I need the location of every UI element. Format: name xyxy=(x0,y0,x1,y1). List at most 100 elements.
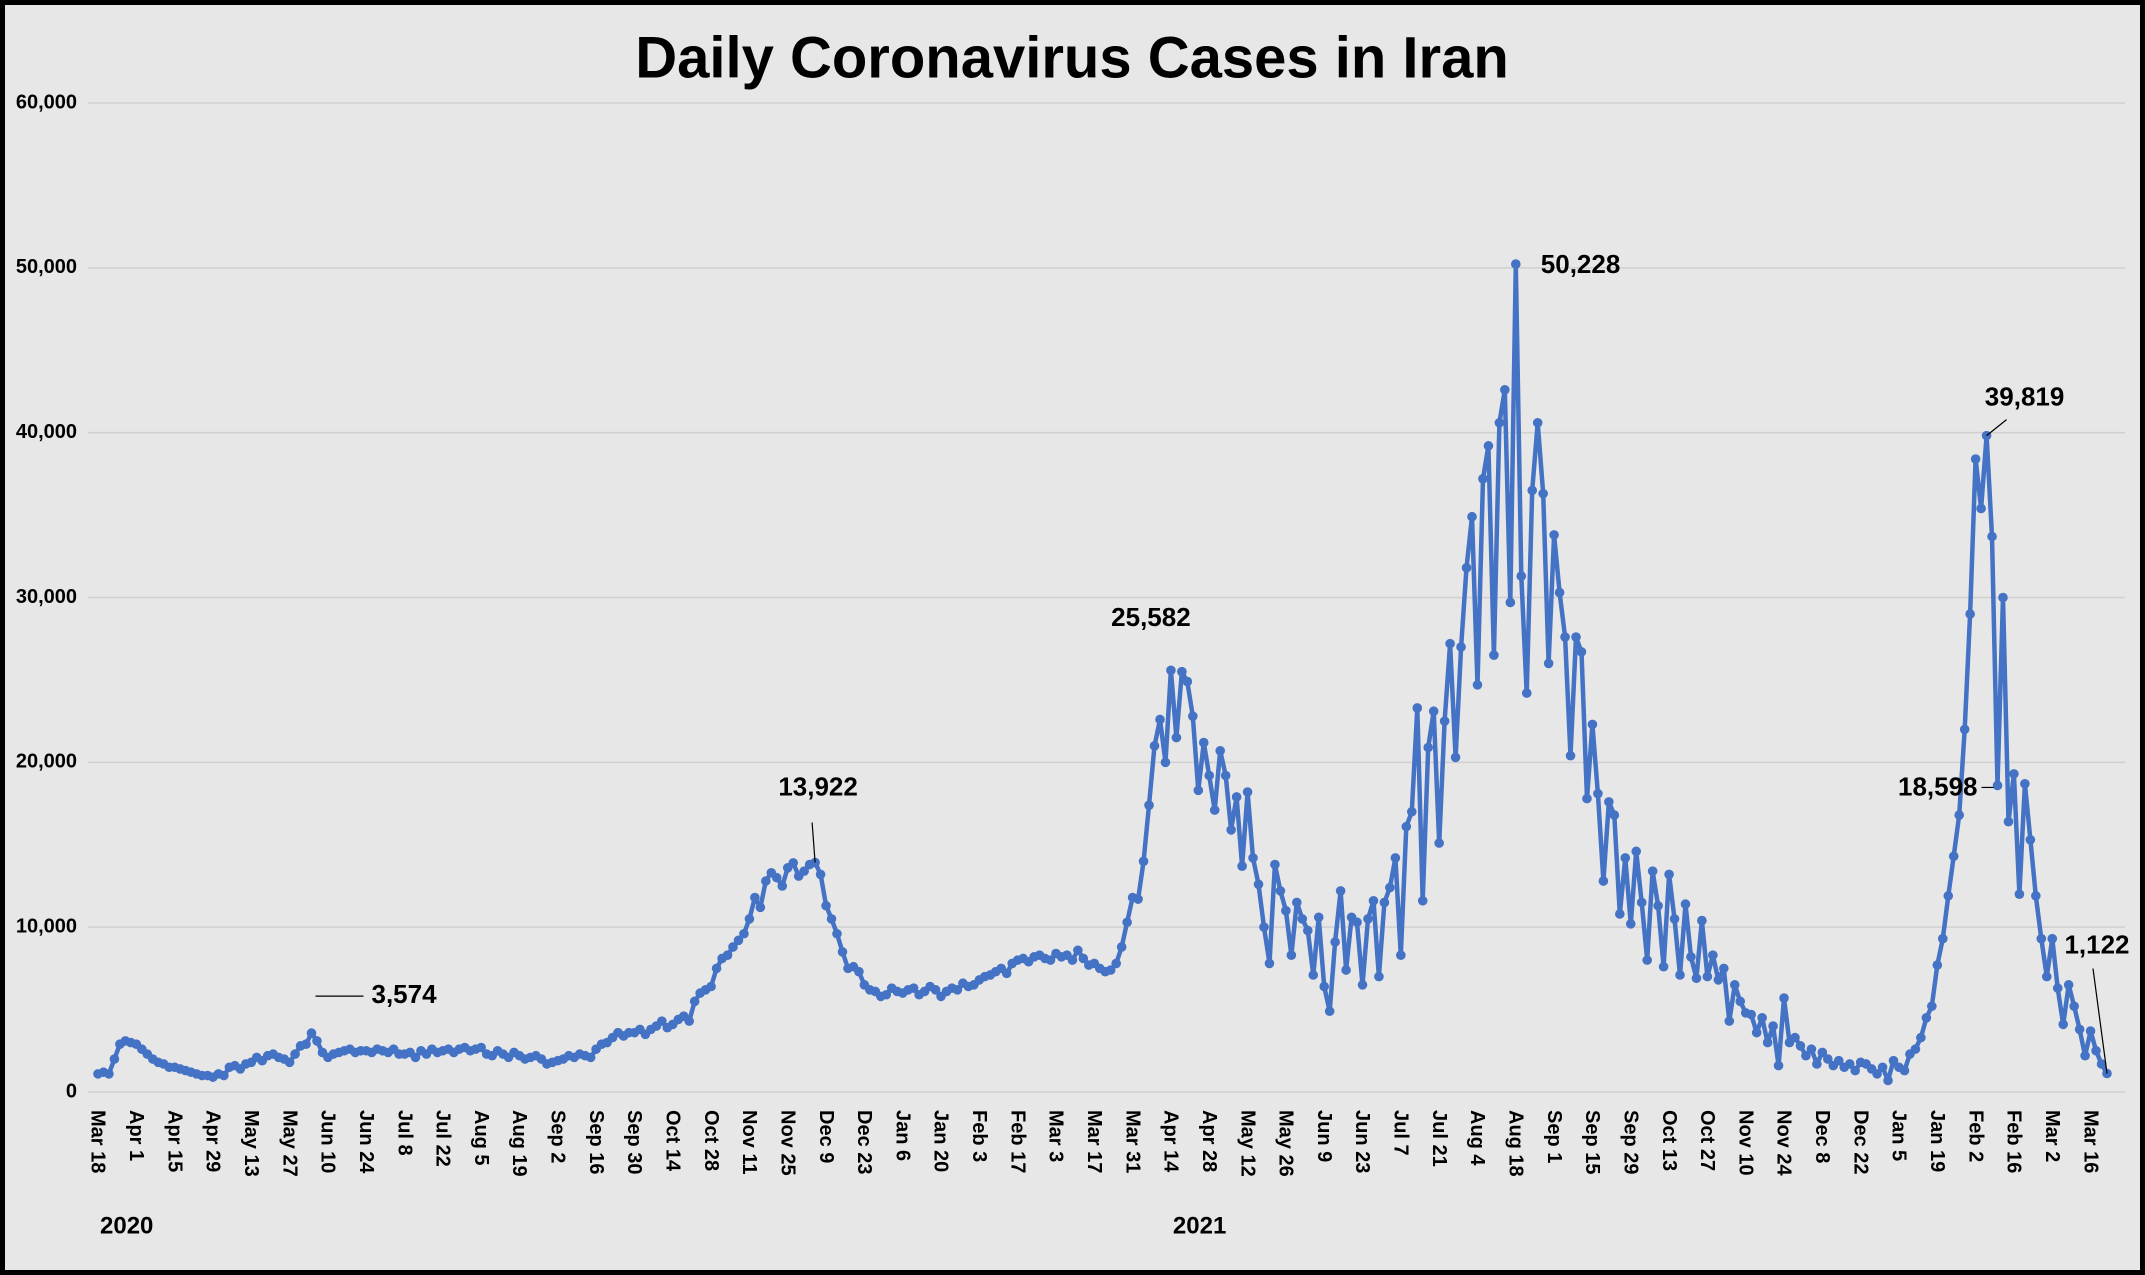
data-point xyxy=(1565,750,1576,761)
data-point xyxy=(1188,711,1198,721)
data-point xyxy=(1171,732,1182,743)
x-tick-label: Feb 2 xyxy=(1964,1110,1986,1162)
x-tick-label: Nov 25 xyxy=(776,1110,798,1176)
data-point xyxy=(1746,1009,1756,1020)
data-point xyxy=(290,1049,300,1059)
data-point xyxy=(750,892,760,903)
data-point xyxy=(1461,563,1472,573)
data-point xyxy=(1275,886,1286,896)
data-point xyxy=(1478,474,1488,484)
x-tick-label: Nov 11 xyxy=(738,1110,760,1174)
data-point xyxy=(777,881,788,891)
x-tick-label: Oct 27 xyxy=(1696,1110,1718,1171)
data-point xyxy=(1790,1032,1800,1043)
data-point xyxy=(1806,1044,1817,1054)
data-point xyxy=(1751,1027,1762,1038)
x-tick-label: Sep 29 xyxy=(1619,1110,1641,1174)
data-point xyxy=(1412,703,1423,713)
data-point xyxy=(1445,638,1455,649)
data-point xyxy=(1998,592,2008,603)
x-tick-label: Jun 10 xyxy=(317,1110,339,1173)
data-point xyxy=(1286,950,1297,960)
year-label: 2021 xyxy=(1173,1212,1226,1239)
data-label: 39,819 xyxy=(1985,382,2065,412)
data-point xyxy=(1324,1006,1335,1017)
data-point xyxy=(1401,821,1412,832)
data-point xyxy=(1352,917,1362,928)
data-point xyxy=(1615,909,1625,919)
x-tick-label: Mar 3 xyxy=(1045,1110,1067,1162)
data-point xyxy=(1182,676,1193,687)
data-point xyxy=(1116,942,1127,952)
data-point xyxy=(689,996,700,1007)
data-point xyxy=(1812,1059,1822,1069)
data-point xyxy=(1702,971,1713,982)
data-point xyxy=(1155,714,1165,725)
data-point xyxy=(2080,1050,2090,1061)
y-tick-label: 10,000 xyxy=(16,915,77,937)
x-tick-label: Mar 17 xyxy=(1083,1110,1105,1173)
data-point xyxy=(1927,1001,1937,1012)
x-tick-label: Jan 5 xyxy=(1888,1110,1910,1161)
data-point xyxy=(1281,905,1291,916)
data-point xyxy=(1620,853,1631,863)
x-tick-label: May 27 xyxy=(278,1110,300,1177)
data-point xyxy=(1823,1054,1833,1064)
data-point xyxy=(1954,810,1964,820)
data-point xyxy=(1111,958,1121,969)
data-point xyxy=(1571,632,1581,642)
data-point xyxy=(1516,571,1527,581)
y-tick-label: 50,000 xyxy=(16,256,77,278)
data-point xyxy=(1817,1047,1828,1058)
data-point xyxy=(1899,1065,1910,1076)
data-point xyxy=(1259,922,1269,932)
data-point xyxy=(1549,530,1559,540)
data-point xyxy=(1456,642,1466,652)
x-tick-label: Jun 23 xyxy=(1351,1110,1373,1173)
data-point xyxy=(1385,882,1395,893)
data-point xyxy=(1417,895,1428,906)
x-tick-label: Sep 15 xyxy=(1581,1110,1603,1174)
data-point xyxy=(2036,933,2047,944)
x-tick-label: Mar 16 xyxy=(2079,1110,2101,1173)
data-point xyxy=(1226,825,1236,835)
data-point xyxy=(1521,688,1532,698)
data-point xyxy=(1215,745,1225,756)
data-point xyxy=(1959,724,1970,735)
y-tick-label: 20,000 xyxy=(16,751,77,773)
data-point xyxy=(1450,752,1461,763)
leader-line xyxy=(2092,968,2108,1074)
x-tick-label: Aug 19 xyxy=(508,1110,530,1177)
data-point xyxy=(1877,1062,1888,1073)
data-point xyxy=(1653,900,1663,911)
data-point xyxy=(1976,503,1986,514)
data-label: 18,598 xyxy=(1898,771,1978,801)
data-point xyxy=(1319,981,1330,992)
data-point xyxy=(2074,1024,2085,1035)
data-point xyxy=(109,1054,120,1064)
data-point xyxy=(2052,983,2063,993)
x-tick-label: Jan 19 xyxy=(1926,1110,1948,1172)
data-point xyxy=(1166,665,1176,676)
data-point xyxy=(2003,816,2014,827)
data-point xyxy=(2096,1059,2107,1069)
data-label: 25,582 xyxy=(1111,602,1191,632)
x-tick-label: Jul 8 xyxy=(393,1110,415,1156)
data-point xyxy=(1242,787,1253,797)
x-tick-label: Nov 24 xyxy=(1773,1110,1795,1176)
data-point xyxy=(2063,980,2074,990)
data-point xyxy=(1220,770,1231,781)
data-point xyxy=(1122,917,1132,928)
data-point xyxy=(1724,1016,1735,1026)
data-point xyxy=(1719,963,1729,974)
data-point xyxy=(2091,1045,2101,1056)
data-point xyxy=(1779,993,1789,1003)
data-point xyxy=(1636,897,1647,908)
data-point xyxy=(1609,810,1620,820)
data-point xyxy=(2085,1026,2096,1036)
data-point xyxy=(1439,716,1450,726)
data-point xyxy=(1335,886,1346,896)
data-point xyxy=(1144,800,1154,810)
data-point xyxy=(1768,1021,1778,1031)
x-tick-label: Apr 29 xyxy=(202,1110,224,1172)
